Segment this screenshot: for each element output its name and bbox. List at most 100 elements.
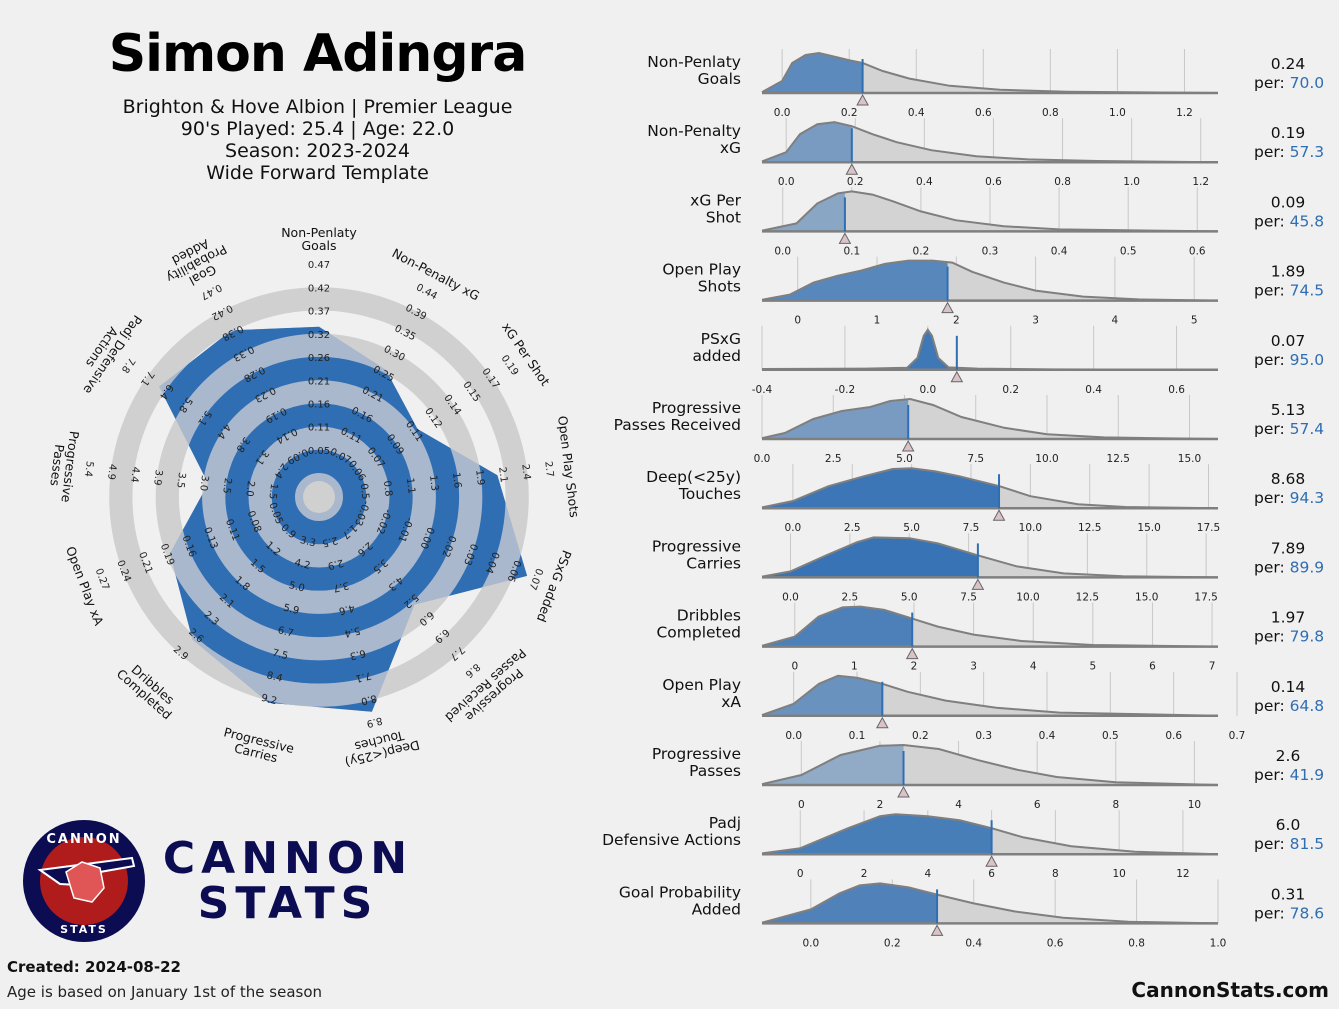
dist-metric-label-line: Goals	[698, 70, 741, 88]
dist-value-marker	[897, 785, 910, 798]
dist-tick-label: 0.1	[849, 730, 866, 742]
dist-percentile: per: 57.3	[1254, 143, 1324, 161]
dist-tick-label: 0.3	[975, 730, 992, 742]
radar-tick-label: 0.26	[308, 353, 330, 364]
site-link[interactable]: CannonStats.com	[1131, 978, 1329, 1002]
dist-percentile: per: 41.9	[1254, 766, 1324, 784]
dist-metric-label-line: Open Play	[662, 261, 741, 279]
radar-tick-label: 6.3	[349, 647, 367, 661]
dist-tick-label: 0.0	[778, 176, 795, 188]
dist-tick-label: 10	[1112, 868, 1125, 880]
brand-wordmark-line2: STATS	[197, 878, 379, 929]
radar-tick-label: 1.9	[473, 469, 486, 486]
radar-axis-label-line: Non-Penlaty	[281, 225, 357, 240]
dist-percentile: per: 70.0	[1254, 74, 1324, 92]
dist-metric-label-line: Added	[692, 900, 741, 918]
dist-metric-label-line: Progressive	[652, 745, 741, 763]
dist-percentile-label: per:	[1254, 420, 1290, 438]
radar-tick-label: 7.8	[119, 355, 137, 374]
dist-tick-label: 6	[1034, 799, 1041, 811]
dist-metric-label: PSxG added	[692, 330, 741, 365]
dist-raw-value: 1.89	[1271, 263, 1306, 281]
dist-metric-label-line: Progressive	[652, 537, 741, 555]
dist-percentile: per: 79.8	[1254, 628, 1324, 646]
logo-ring-bottom-text: STATS	[60, 923, 108, 936]
dist-tick-label: 1	[851, 661, 858, 673]
radar-tick-label: 3.9	[151, 469, 164, 486]
dist-area-highlight	[762, 675, 883, 716]
radar-axis-label: ProgressiveCarries	[219, 724, 296, 768]
radar-tick-label: 2.1	[496, 466, 509, 483]
cannon-stats-logo: CANNON STATS	[23, 820, 145, 942]
dist-percentile-label: per:	[1254, 628, 1290, 646]
dist-tick-label: 1.0	[1109, 107, 1126, 119]
dist-metric-label-line: Open Play	[662, 676, 741, 694]
dist-outline	[761, 259, 1219, 302]
dist-percentile-value: 89.9	[1290, 558, 1325, 576]
radar-tick-label: 0.37	[308, 307, 330, 318]
dist-row: 0.0 0.2 0.4 0.6 0.8 1.0 1.2 Non-Penalty xG 0.19pe…	[647, 118, 1324, 188]
dist-metric-label-line: Passes Received	[614, 416, 741, 434]
dist-tick-label: 0.2	[847, 176, 864, 188]
dist-tick-label: 7.5	[963, 522, 980, 534]
dist-tick-label: -0.2	[835, 384, 856, 396]
created-label: Created:	[7, 958, 80, 976]
dist-tick-label: 0.6	[1047, 937, 1064, 949]
radar-tick-label: 3.7	[332, 579, 350, 593]
dist-tick-label: 2	[877, 799, 884, 811]
dist-tick-label: 4	[1112, 315, 1119, 327]
radar-tick-label: 7.5	[271, 648, 289, 662]
dist-percentile-label: per:	[1254, 351, 1290, 369]
dist-outline	[761, 397, 1219, 440]
dist-tick-label: 0.5	[1120, 245, 1137, 257]
radar-axis-label: Open Play Shots	[555, 415, 582, 518]
dist-tick-label: 5	[1089, 661, 1096, 673]
dist-tick-label: 0.8	[1128, 937, 1145, 949]
created-date: Created: 2024-08-22	[7, 958, 181, 976]
dist-tick-label: 3	[970, 661, 977, 673]
dist-tick-label: 2.5	[842, 591, 859, 603]
dist-metric-label-line: Passes	[689, 762, 741, 780]
dist-metric-label-line: Progressive	[652, 399, 741, 417]
dist-tick-label: 0	[798, 799, 805, 811]
dist-raw-value: 0.14	[1271, 678, 1306, 696]
dist-tick-label: 5.0	[901, 591, 918, 603]
dist-outline	[761, 51, 1219, 94]
radar-axis-label: DribblesCompleted	[114, 656, 184, 722]
radar-tick-label: 1.5	[266, 483, 279, 500]
dist-tick-label: 12.5	[1076, 591, 1099, 603]
dist-metric-label-line: PSxG	[701, 330, 741, 348]
dist-value-marker	[941, 301, 954, 314]
dist-percentile-value: 78.6	[1290, 904, 1325, 922]
radar-tick-label: 2.4	[519, 463, 532, 480]
dist-raw-value: 0.24	[1271, 55, 1306, 73]
dist-metric-label: Non-Penlaty Goals	[647, 53, 741, 88]
dist-tick-label: 0.2	[913, 245, 930, 257]
radar-axis-label: GoalProbabilityAdded	[157, 230, 235, 297]
radar-tick-label: 0.27	[93, 567, 111, 592]
dist-tick-label: 2	[911, 661, 918, 673]
dist-percentile-label: per:	[1254, 489, 1290, 507]
dist-outline	[761, 467, 1219, 510]
dist-metric-label-line: xA	[721, 693, 741, 711]
radar-tick-label: 2.5	[220, 477, 233, 494]
dist-tick-label: 2.5	[844, 522, 861, 534]
radar-axis-label: PSxG added	[534, 548, 575, 624]
dist-tick-label: 12.5	[1107, 453, 1130, 465]
radar-tick-label: 2.0	[243, 480, 256, 497]
dist-percentile-value: 41.9	[1290, 766, 1325, 784]
dist-outline	[761, 813, 1219, 856]
dist-value-marker	[930, 924, 944, 936]
radar-tick-label: 2.5	[321, 534, 339, 548]
dist-tick-label: 0.1	[843, 245, 860, 257]
dist-metric-label-line: Goal Probability	[619, 883, 741, 901]
age-note: Age is based on January 1st of the seaso…	[7, 983, 323, 1001]
dist-percentile: per: 64.8	[1254, 697, 1324, 715]
radar-tick-label: 4.4	[128, 466, 141, 483]
dist-metric-label-line: Padj	[709, 814, 741, 832]
dist-tick-label: 0.4	[1085, 384, 1102, 396]
dist-tick-label: 1.2	[1176, 107, 1193, 119]
dist-area-highlight	[762, 399, 909, 439]
dist-raw-value: 0.07	[1271, 332, 1306, 350]
dist-tick-label: 0.0	[919, 384, 936, 396]
